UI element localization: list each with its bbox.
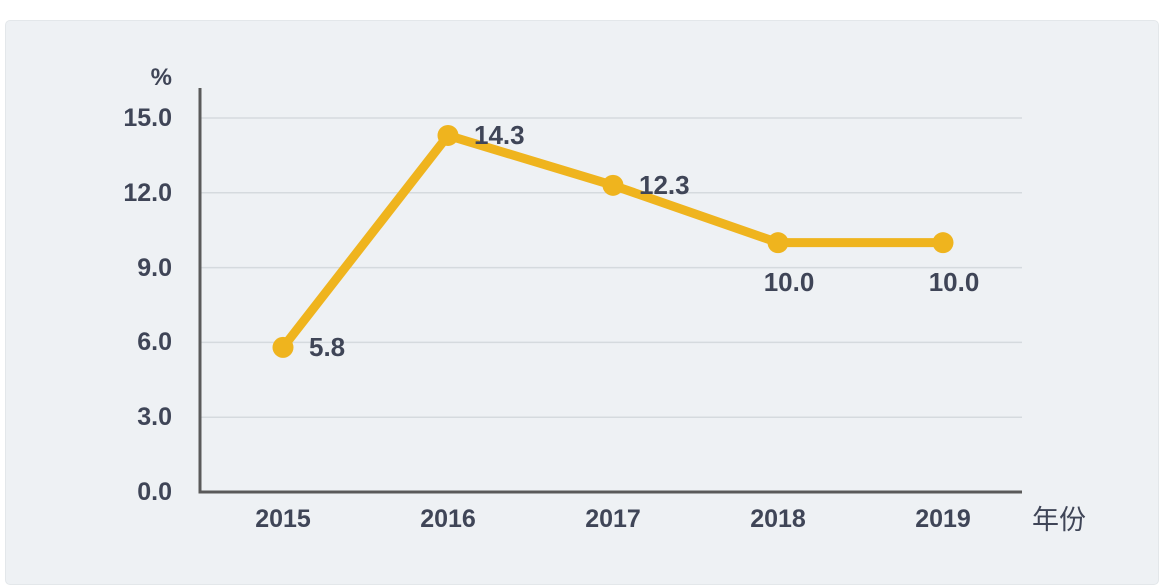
data-point-label: 5.8 xyxy=(309,332,346,363)
data-point-marker xyxy=(602,174,624,196)
y-tick-label: 3.0 xyxy=(137,403,172,432)
y-tick-label: 6.0 xyxy=(137,328,172,357)
x-tick-label: 2018 xyxy=(750,505,806,533)
gridlines xyxy=(201,117,1022,418)
data-point-marker xyxy=(932,232,954,254)
y-axis-unit-label: % xyxy=(150,64,172,91)
data-series-line xyxy=(272,124,954,358)
x-tick-label: 2017 xyxy=(585,505,641,533)
data-point-label: 14.3 xyxy=(474,120,525,151)
y-tick-label: 0.0 xyxy=(137,478,172,506)
data-point-marker xyxy=(437,124,459,146)
y-tick-label: 15.0 xyxy=(123,104,172,132)
series-polyline xyxy=(278,130,948,352)
data-point-marker xyxy=(272,336,294,358)
x-axis-title: 年份 xyxy=(1032,505,1086,535)
y-tick-label: 12.0 xyxy=(123,178,172,207)
x-tick-label: 2019 xyxy=(915,505,971,533)
x-tick-label: 2016 xyxy=(420,505,476,533)
data-point-marker xyxy=(767,232,789,254)
data-point-label: 12.3 xyxy=(639,170,690,201)
axes xyxy=(198,88,1022,494)
data-point-label: 10.0 xyxy=(763,266,815,297)
y-tick-label: 9.0 xyxy=(137,253,172,282)
data-point-label: 10.0 xyxy=(928,266,980,297)
x-tick-label: 2015 xyxy=(255,505,311,533)
